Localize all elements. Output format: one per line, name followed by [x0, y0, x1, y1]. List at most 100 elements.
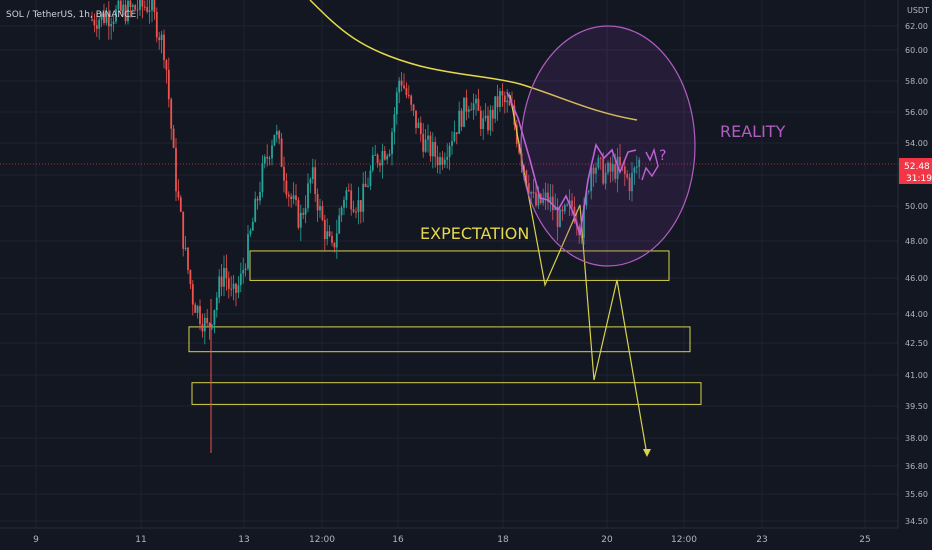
candle-body	[302, 212, 305, 215]
zone-2	[188, 326, 691, 353]
candle-body	[275, 131, 278, 135]
moving-average-line	[309, 0, 638, 121]
candle-body	[218, 276, 221, 298]
candle-body	[110, 23, 113, 27]
time-axis[interactable]	[0, 528, 898, 550]
candle-body	[103, 13, 105, 23]
time-tick-label: 16	[392, 535, 404, 545]
candle-body	[93, 19, 96, 26]
candle-body	[626, 174, 629, 178]
candle-body	[170, 99, 173, 129]
candle-body	[619, 156, 621, 166]
candle-body	[527, 183, 530, 194]
price-tick-label: 50.00	[905, 202, 928, 211]
candle-body	[580, 235, 583, 238]
candle-body	[559, 209, 561, 227]
candle-body	[371, 155, 374, 171]
candle-body	[292, 195, 295, 199]
candle-body	[244, 268, 247, 271]
price-tick-label: 41.00	[905, 371, 928, 380]
candle-body	[143, 6, 146, 8]
candle-body	[472, 103, 475, 111]
candle-body	[467, 109, 470, 112]
candle-body	[592, 167, 595, 174]
candle-body	[187, 247, 189, 271]
candle-body	[429, 135, 432, 157]
candle-body	[172, 128, 175, 148]
candle-body	[266, 156, 269, 159]
candle-body	[321, 206, 324, 221]
candle-body	[563, 204, 566, 212]
candle-body	[227, 278, 230, 289]
candle-body	[139, 0, 141, 10]
candle-body	[278, 131, 281, 139]
candle-body	[304, 208, 307, 215]
reality-circle	[520, 25, 696, 267]
candle-body	[491, 109, 494, 119]
time-tick-label: 12:00	[309, 535, 335, 545]
candle-body	[638, 159, 641, 167]
candle-body	[309, 179, 312, 184]
time-axis-ticks: 9 11 13 12:00 16 18 20 12:00 23 25	[33, 535, 871, 545]
candle-body	[376, 154, 379, 164]
candle-body	[203, 317, 206, 332]
candle-body	[122, 4, 125, 11]
candle-body	[105, 14, 108, 23]
candle-body	[232, 283, 235, 289]
candle-body	[295, 195, 297, 201]
candle-body	[475, 98, 477, 104]
candle-body	[129, 0, 132, 8]
candle-body	[460, 110, 463, 127]
candle-body	[479, 110, 482, 129]
candle-body	[556, 207, 559, 227]
candle-body	[199, 306, 201, 325]
candle-body	[571, 200, 573, 207]
candle-body	[585, 192, 588, 206]
expectation-path	[509, 94, 648, 456]
candle-body	[328, 231, 331, 237]
candle-body	[273, 134, 276, 146]
candle-body	[107, 14, 110, 27]
candle-body	[623, 166, 626, 175]
candle-body	[136, 9, 139, 11]
candle-body	[436, 156, 439, 166]
candle-body	[508, 100, 511, 106]
candle-body	[345, 190, 348, 201]
candle-body	[333, 242, 336, 248]
candle-body	[256, 198, 259, 201]
candle-body	[119, 0, 122, 11]
currency-label: USDT	[907, 6, 929, 15]
candle-body	[165, 60, 168, 70]
candle-body	[311, 167, 314, 180]
candle-body	[211, 324, 213, 328]
candle-body	[254, 198, 257, 222]
reality-path	[506, 91, 637, 236]
candle-body	[410, 95, 413, 105]
candle-body	[544, 192, 547, 198]
candle-body	[587, 191, 590, 193]
candle-body	[487, 115, 489, 131]
candle-body	[391, 132, 393, 155]
candle-body	[112, 21, 115, 24]
candle-body	[194, 304, 197, 313]
candle-body	[290, 196, 293, 199]
candle-body	[367, 185, 369, 187]
candle-body	[117, 0, 120, 10]
candle-body	[484, 115, 487, 119]
candle-body	[470, 109, 473, 111]
candle-body	[381, 151, 384, 166]
candle-body	[549, 196, 552, 202]
zone-3	[191, 382, 702, 405]
candle-body	[335, 233, 338, 248]
price-tick-label: 42.50	[905, 339, 928, 348]
candle-body	[177, 191, 180, 198]
candle-body	[208, 323, 211, 328]
candle-body	[261, 163, 264, 192]
price-axis[interactable]	[898, 0, 932, 550]
candle-body	[352, 209, 355, 212]
candle-body	[215, 297, 218, 311]
time-tick-label: 13	[238, 535, 249, 545]
price-tick-label: 44.00	[905, 310, 928, 319]
